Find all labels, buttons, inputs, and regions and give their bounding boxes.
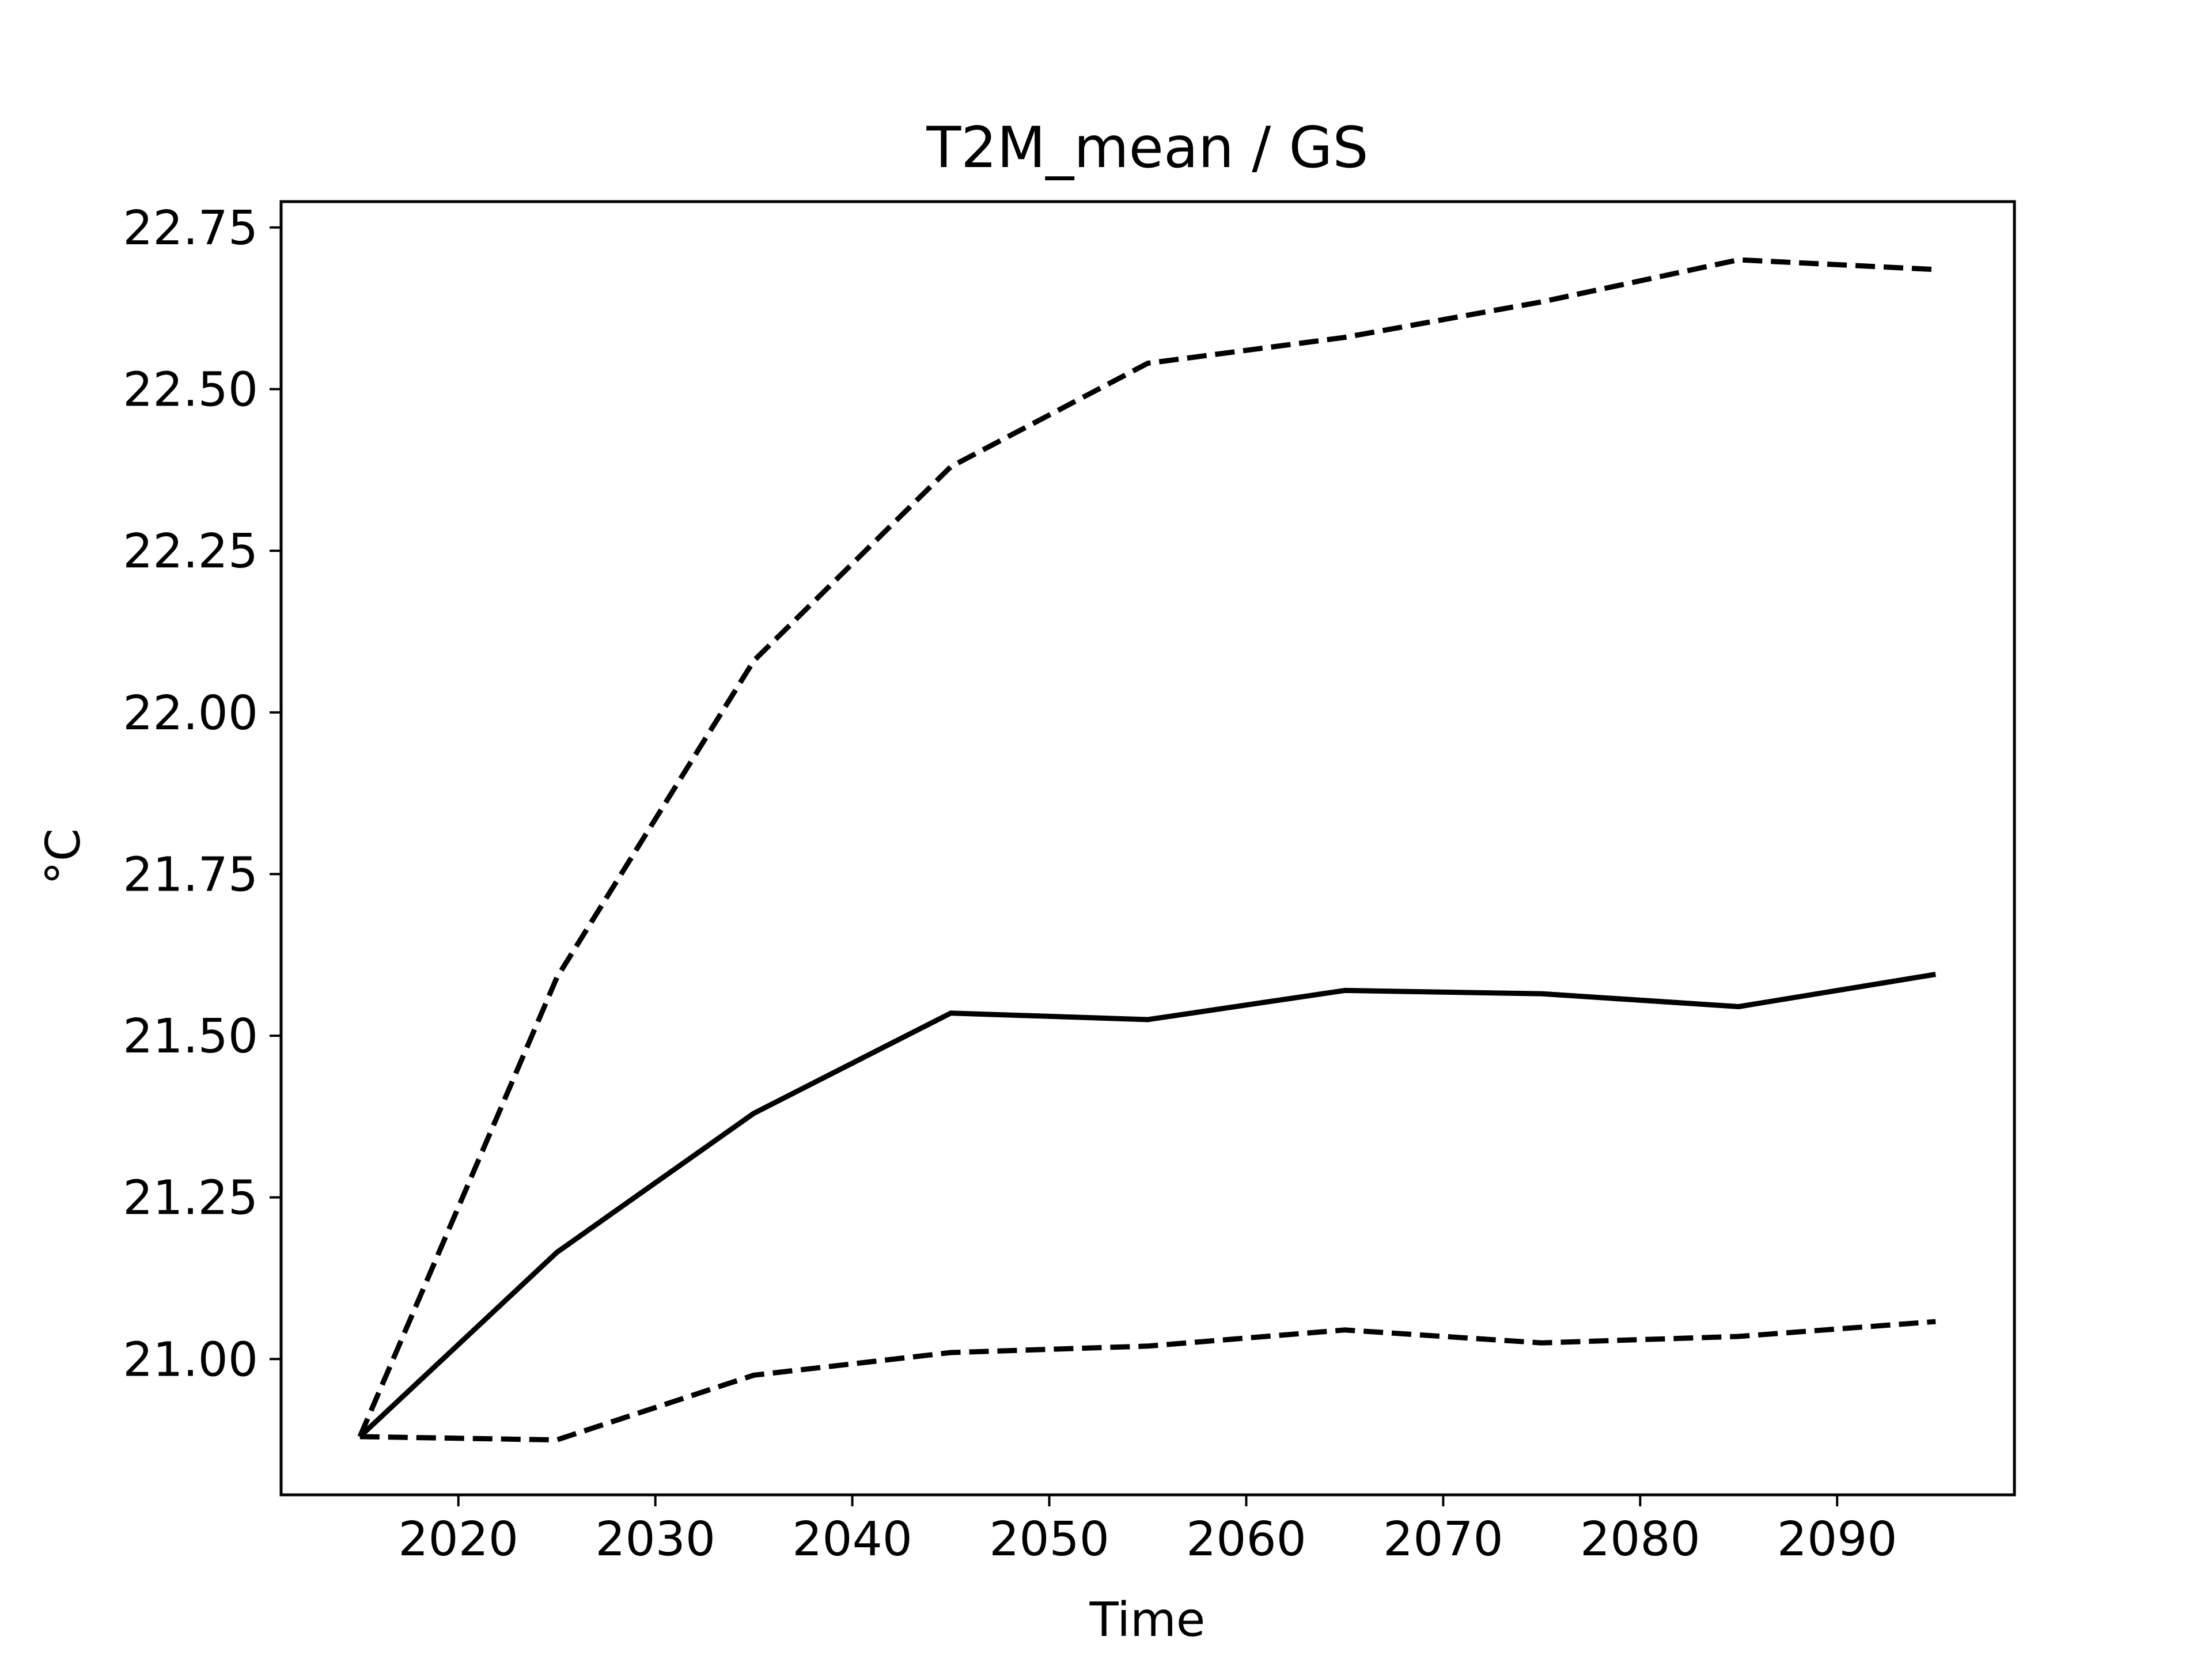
series-line-3-dashed — [359, 1319, 1936, 1443]
y-tick-label: 21.50 — [123, 1009, 258, 1064]
y-tick-label: 21.25 — [123, 1171, 258, 1226]
x-tick-label: 2040 — [792, 1512, 912, 1567]
y-tick-label: 22.25 — [123, 524, 258, 579]
y-tick-label: 22.00 — [123, 686, 258, 741]
x-tick-label: 2020 — [398, 1512, 518, 1567]
y-tick-label: 21.75 — [123, 847, 258, 902]
series-layer — [357, 257, 1936, 1443]
y-tick-label: 21.00 — [123, 1332, 258, 1387]
series-line-2-solid — [358, 971, 1936, 1439]
x-axis-label: Time — [1089, 1593, 1206, 1647]
series-line-1-dashed — [357, 257, 1936, 1438]
x-tick-label: 2030 — [595, 1512, 715, 1567]
x-tick-label: 2050 — [989, 1512, 1109, 1567]
y-axis: 21.00 21.25 21.50 21.75 22.00 22.25 22.50 22.75 — [123, 201, 281, 1387]
plot-frame — [279, 200, 2016, 1497]
y-tick-label: 22.50 — [123, 363, 258, 418]
chart-title: T2M_mean / GS — [926, 115, 1368, 181]
x-tick-label: 2090 — [1777, 1512, 1897, 1567]
y-axis-label: °C — [36, 828, 91, 885]
x-tick-label: 2060 — [1186, 1512, 1306, 1567]
x-tick-label: 2070 — [1383, 1512, 1503, 1567]
x-tick-label: 2080 — [1580, 1512, 1700, 1567]
y-tick-label: 22.75 — [123, 201, 258, 256]
x-axis: 2020 2030 2040 2050 2060 2070 2080 2090 — [398, 1495, 1897, 1567]
